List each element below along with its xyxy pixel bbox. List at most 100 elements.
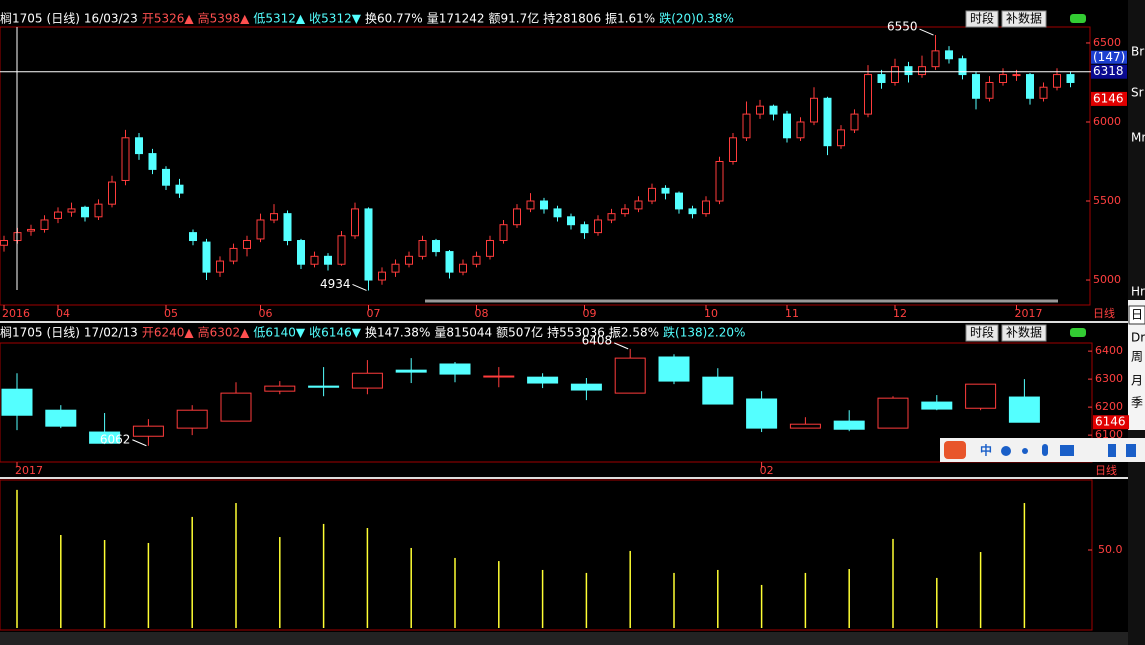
candle-body	[132, 425, 164, 437]
period-label: 日线	[1093, 306, 1115, 320]
candle-body	[418, 240, 427, 257]
candle-body	[985, 81, 994, 99]
header-item: 额91.7亿	[489, 11, 540, 26]
candle-body	[570, 383, 602, 391]
side-tab[interactable]: Hr	[1131, 285, 1145, 299]
side-tab[interactable]: 日	[1131, 308, 1143, 322]
toolbar-button[interactable]	[1001, 10, 1047, 28]
ime-icon[interactable]	[1060, 445, 1074, 456]
x-tick-label: 09	[583, 307, 597, 320]
header-item: 棕榈1705	[0, 11, 43, 26]
y-tick-label: 50.0	[1098, 543, 1123, 556]
toolbar-button-label[interactable]: 时段	[970, 325, 994, 340]
toolbar-button-label[interactable]: 补数据	[1006, 325, 1042, 340]
candle-body	[527, 376, 559, 384]
candle-body	[486, 240, 494, 257]
toolbar-button[interactable]	[965, 324, 999, 342]
y-tick-label: 6000	[1093, 115, 1121, 128]
candle-body	[243, 240, 251, 249]
candle-body	[108, 181, 116, 205]
candle-body	[513, 208, 521, 226]
toolbar-button[interactable]	[1001, 324, 1047, 342]
candle-body	[308, 385, 340, 388]
candle-body	[216, 260, 224, 273]
candle-body	[135, 137, 143, 155]
candle-body	[202, 241, 211, 273]
ime-mode[interactable]: 中	[980, 443, 992, 458]
header-item: 开6240▲	[142, 326, 195, 340]
side-tab[interactable]: Dr	[1131, 331, 1145, 345]
cursor-index-label: (147)	[1093, 50, 1125, 64]
candle-body	[796, 121, 805, 139]
ime-icon[interactable]	[1126, 444, 1136, 457]
header-item: 跌(20)0.38%	[659, 11, 734, 26]
annotation-line	[132, 439, 147, 447]
candle-body	[324, 255, 332, 265]
side-tab[interactable]: Mr	[1131, 131, 1145, 145]
cursor-value-label: 6318	[1093, 64, 1124, 78]
candle-body	[472, 255, 481, 265]
ime-bar: 中	[940, 438, 1145, 462]
candle-body	[945, 50, 953, 60]
candle-body	[729, 137, 737, 162]
candle-body	[45, 409, 77, 427]
candle-body	[297, 240, 305, 265]
toolbar-button-label[interactable]: 补数据	[1006, 11, 1042, 26]
candle-body	[972, 74, 980, 99]
candle-body	[921, 401, 953, 410]
header-item: 收5312▼	[309, 12, 362, 26]
header-item: 开5326▲	[142, 12, 195, 26]
candle-body	[877, 74, 886, 83]
candle-body	[702, 376, 734, 405]
side-tab[interactable]: Sr	[1131, 86, 1144, 100]
candle-body	[567, 216, 575, 226]
candle-body	[1012, 74, 1021, 77]
x-tick-label: 04	[56, 307, 70, 320]
candle-body	[715, 160, 724, 202]
candle-body	[746, 398, 778, 429]
candle-body	[1039, 86, 1048, 99]
candle-body	[364, 208, 373, 281]
candle-body	[121, 137, 130, 181]
top-panel-frame	[0, 26, 1091, 306]
side-tab[interactable]: 周	[1131, 350, 1143, 364]
ime-logo[interactable]	[944, 441, 966, 459]
max-annotation: 6550	[887, 20, 918, 34]
candle-body	[810, 97, 818, 123]
side-tab[interactable]: 月	[1131, 374, 1143, 388]
header-item: 持281806	[543, 11, 601, 26]
ime-icon[interactable]	[1042, 444, 1048, 456]
side-tab-active[interactable]	[1128, 305, 1145, 325]
candle-body	[189, 232, 197, 242]
side-tab[interactable]: Br	[1131, 45, 1144, 59]
candle-body	[94, 203, 103, 218]
candle-body	[81, 206, 89, 218]
ime-icon[interactable]	[1108, 444, 1116, 457]
ime-icon[interactable]	[1022, 448, 1028, 454]
header-item: 换147.38%	[365, 326, 430, 340]
candle-body	[439, 363, 471, 375]
toolbar-button[interactable]	[965, 10, 999, 28]
x-tick-label: 07	[367, 307, 381, 320]
candle-body	[459, 263, 467, 273]
y-tick-label: 6500	[1093, 36, 1121, 49]
ime-icon[interactable]	[1001, 446, 1011, 456]
header-item: 振1.61%	[605, 12, 655, 26]
header-item: 17/02/13	[84, 326, 138, 340]
toolbar-button-label[interactable]: 时段	[970, 11, 994, 26]
candle-body	[658, 356, 690, 382]
y-tick-label: 6400	[1095, 344, 1123, 357]
x-tick-label: 2016	[2, 307, 30, 320]
candle-body	[1026, 74, 1034, 99]
header-item: 量171242	[427, 12, 485, 26]
header-item: 棕榈1705	[0, 325, 43, 340]
candle-body	[256, 219, 265, 240]
candle-body	[270, 213, 278, 221]
candle-body	[264, 385, 296, 392]
side-tab[interactable]: 季	[1131, 396, 1143, 410]
last-price-label: 6146	[1095, 415, 1126, 429]
x-tick-label: 11	[785, 307, 799, 320]
candle-body	[337, 235, 346, 265]
header-item: 持553036	[547, 325, 605, 340]
